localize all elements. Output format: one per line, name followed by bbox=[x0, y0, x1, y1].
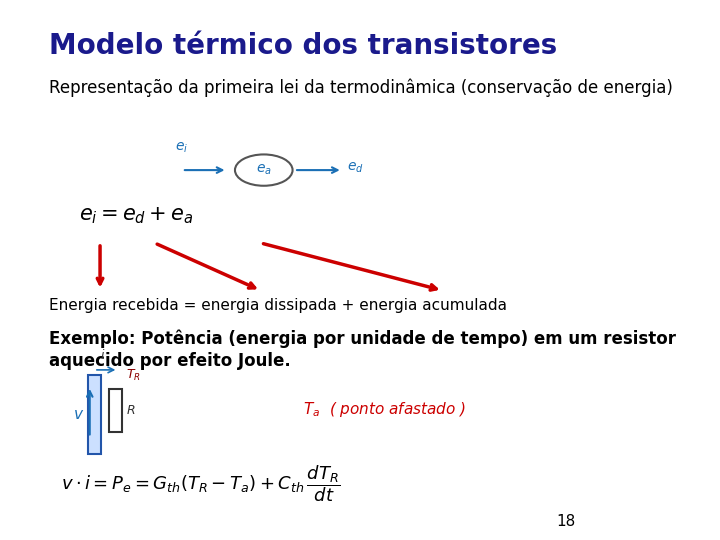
Text: Energia recebida = energia dissipada + energia acumulada: Energia recebida = energia dissipada + e… bbox=[48, 298, 506, 313]
Text: $i$: $i$ bbox=[100, 348, 106, 362]
Text: $e_i = e_d + e_a$: $e_i = e_d + e_a$ bbox=[78, 206, 193, 226]
Text: $v$: $v$ bbox=[73, 407, 84, 422]
Text: $e_i$: $e_i$ bbox=[175, 140, 189, 155]
Text: $T_R$: $T_R$ bbox=[125, 368, 140, 383]
Text: Modelo térmico dos transistores: Modelo térmico dos transistores bbox=[48, 32, 557, 60]
Text: Exemplo: Potência (energia por unidade de tempo) em um resistor: Exemplo: Potência (energia por unidade d… bbox=[48, 329, 675, 348]
FancyBboxPatch shape bbox=[109, 389, 122, 432]
Text: $e_d$: $e_d$ bbox=[347, 160, 364, 174]
FancyBboxPatch shape bbox=[88, 375, 102, 454]
Text: $v \cdot i = P_e = G_{th}(T_R - T_a) + C_{th}\,\dfrac{dT_R}{dt}$: $v \cdot i = P_e = G_{th}(T_R - T_a) + C… bbox=[60, 463, 340, 504]
Text: $T_a$  ( ponto afastado ): $T_a$ ( ponto afastado ) bbox=[303, 400, 467, 419]
Text: aquecido por efeito Joule.: aquecido por efeito Joule. bbox=[48, 352, 290, 370]
Text: $e_a$: $e_a$ bbox=[256, 163, 271, 177]
Text: $R$: $R$ bbox=[125, 404, 135, 417]
Text: 18: 18 bbox=[557, 514, 576, 529]
Text: Representação da primeira lei da termodinâmica (conservação de energia): Representação da primeira lei da termodi… bbox=[48, 78, 672, 97]
